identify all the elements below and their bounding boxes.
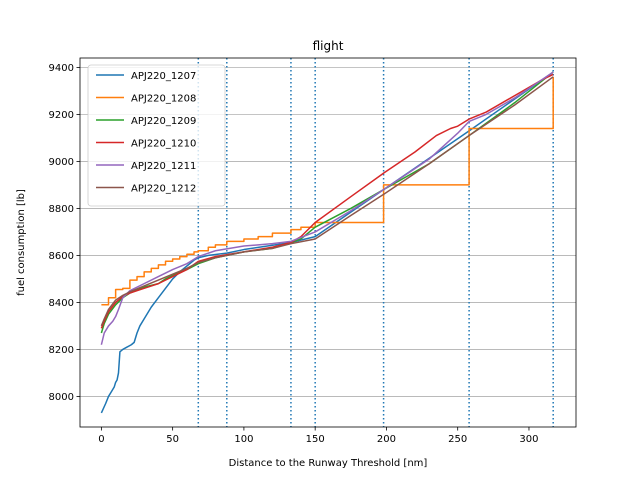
x-tick-label: 0 — [98, 434, 104, 445]
legend-box — [87, 64, 226, 207]
legend: APJ220_1207 APJ220_1208 APJ220_1209 APJ220_… — [87, 64, 226, 207]
chart-title: flight — [313, 39, 344, 53]
legend-label: APJ220_1211 — [131, 161, 196, 172]
x-tick-label: 100 — [234, 434, 253, 445]
series-line-apj220-1208 — [101, 76, 554, 306]
y-axis-label: fuel consumption [lb] — [16, 189, 27, 296]
x-tick-label: 300 — [519, 434, 538, 445]
y-tick-label: 9200 — [49, 110, 74, 121]
x-tick-label: 200 — [377, 434, 396, 445]
legend-label: APJ220_1212 — [131, 184, 196, 195]
y-tick-label: 8400 — [49, 298, 74, 309]
series-line-apj220-1210 — [100, 73, 554, 329]
legend-label: APJ220_1207 — [131, 71, 196, 82]
x-axis-label: Distance to the Runway Threshold [nm] — [229, 458, 428, 469]
y-tick-label: 8600 — [49, 251, 74, 262]
y-tick-label: 8000 — [49, 392, 74, 403]
x-tick-label: 150 — [306, 434, 325, 445]
legend-label: APJ220_1210 — [131, 139, 196, 150]
series-lines — [100, 71, 554, 414]
series-line-apj220-1212 — [100, 76, 554, 327]
x-tick-label: 250 — [448, 434, 467, 445]
legend-label: APJ220_1208 — [131, 94, 196, 105]
axis-ticks: 0 50 100 150 200 250 300 8000 8200 8400 8600 8800 90… — [49, 63, 539, 445]
series-line-apj220-1211 — [100, 71, 554, 345]
plot-frame — [79, 57, 577, 428]
y-tick-label: 9000 — [49, 157, 74, 168]
y-tick-label: 8200 — [49, 345, 74, 356]
y-tick-label: 9400 — [49, 63, 74, 74]
y-tick-label: 8800 — [49, 204, 74, 215]
series-line-apj220-1207 — [100, 71, 554, 414]
x-tick-label: 50 — [166, 434, 179, 445]
legend-label: APJ220_1209 — [131, 116, 196, 127]
